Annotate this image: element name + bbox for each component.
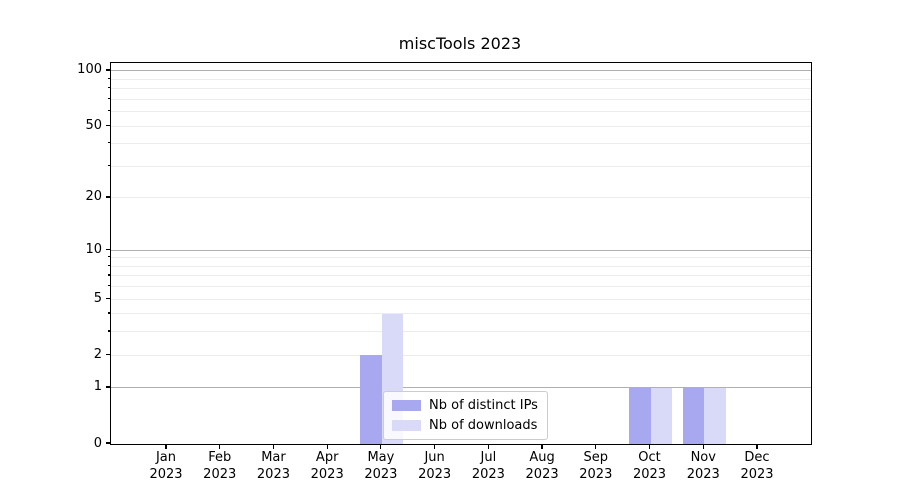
minor-gridline bbox=[111, 331, 811, 333]
y-tick-mark bbox=[105, 442, 110, 444]
minor-gridline bbox=[111, 354, 811, 356]
legend-swatch-downloads-icon bbox=[392, 420, 421, 431]
x-tick-label: Dec 2023 bbox=[740, 450, 774, 482]
x-tick-mark bbox=[165, 444, 167, 449]
x-tick-label: Aug 2023 bbox=[525, 450, 559, 482]
bar-distinct-ips bbox=[682, 387, 705, 444]
major-gridline bbox=[111, 387, 811, 389]
x-tick-mark bbox=[219, 444, 221, 449]
minor-gridline bbox=[111, 165, 811, 167]
y-minor-tick-mark bbox=[107, 110, 110, 112]
major-gridline bbox=[111, 70, 811, 72]
y-tick-label: 0 bbox=[93, 435, 102, 451]
x-tick-mark bbox=[380, 444, 382, 449]
y-minor-tick-mark bbox=[107, 274, 110, 276]
minor-gridline bbox=[111, 78, 811, 80]
legend-label-distinct-ips: Nb of distinct IPs bbox=[429, 398, 538, 413]
y-tick-mark bbox=[105, 69, 110, 71]
x-tick-mark bbox=[648, 444, 651, 449]
x-tick-label: Oct 2023 bbox=[632, 450, 667, 482]
bar-downloads bbox=[704, 387, 726, 444]
y-tick-label: 20 bbox=[85, 189, 102, 205]
legend: Nb of distinct IPs Nb of downloads bbox=[383, 391, 548, 440]
y-tick-label: 100 bbox=[77, 62, 102, 78]
legend-swatch-distinct-ips-icon bbox=[392, 400, 421, 411]
y-tick-mark bbox=[105, 386, 110, 388]
y-minor-tick-mark bbox=[107, 256, 110, 258]
x-tick-label: Jul 2023 bbox=[471, 450, 505, 482]
y-minor-tick-mark bbox=[107, 285, 110, 287]
y-minor-tick-mark bbox=[107, 142, 110, 144]
bar-downloads bbox=[650, 387, 673, 444]
y-minor-tick-mark bbox=[107, 97, 110, 100]
y-minor-tick-mark bbox=[107, 264, 110, 266]
major-gridline bbox=[111, 249, 811, 251]
y-tick-mark bbox=[105, 353, 110, 355]
x-tick-mark bbox=[595, 444, 597, 449]
chart-title: miscTools 2023 bbox=[398, 34, 522, 53]
bar-distinct-ips bbox=[360, 355, 382, 444]
minor-gridline bbox=[111, 98, 811, 100]
x-tick-mark bbox=[541, 444, 543, 449]
y-tick-label: 50 bbox=[85, 117, 102, 133]
x-tick-mark bbox=[756, 444, 758, 449]
x-tick-mark bbox=[487, 444, 489, 449]
x-tick-label: May 2023 bbox=[364, 450, 398, 482]
bar-distinct-ips bbox=[629, 387, 651, 444]
minor-gridline bbox=[111, 111, 811, 113]
y-minor-tick-mark bbox=[107, 330, 110, 332]
minor-gridline bbox=[111, 313, 811, 315]
y-minor-tick-mark bbox=[107, 164, 110, 167]
minor-gridline bbox=[111, 125, 811, 127]
y-minor-tick-mark bbox=[107, 77, 110, 79]
x-tick-mark bbox=[434, 444, 436, 449]
plot-area: Nb of distinct IPs Nb of downloads bbox=[110, 62, 812, 445]
legend-item-distinct-ips: Nb of distinct IPs bbox=[392, 398, 538, 413]
y-tick-mark bbox=[105, 297, 110, 299]
y-tick-label: 2 bbox=[93, 346, 102, 362]
x-tick-label: Nov 2023 bbox=[686, 450, 720, 482]
minor-gridline bbox=[111, 286, 811, 288]
minor-gridline bbox=[111, 257, 811, 259]
x-tick-mark bbox=[272, 444, 275, 449]
y-minor-tick-mark bbox=[107, 87, 110, 89]
y-tick-label: 10 bbox=[85, 241, 102, 257]
y-minor-tick-mark bbox=[107, 312, 110, 314]
x-tick-label: Sep 2023 bbox=[579, 450, 613, 482]
x-tick-label: Feb 2023 bbox=[203, 450, 237, 482]
y-tick-mark bbox=[105, 124, 110, 126]
legend-item-downloads: Nb of downloads bbox=[392, 418, 538, 433]
y-tick-mark bbox=[105, 196, 110, 198]
minor-gridline bbox=[111, 275, 811, 277]
x-tick-label: Jun 2023 bbox=[418, 450, 452, 482]
minor-gridline bbox=[111, 88, 811, 90]
x-tick-mark bbox=[326, 444, 328, 449]
y-tick-label: 1 bbox=[93, 379, 102, 395]
legend-label-downloads: Nb of downloads bbox=[429, 418, 538, 433]
y-tick-mark bbox=[105, 248, 110, 250]
minor-gridline bbox=[111, 265, 811, 267]
x-tick-mark bbox=[702, 444, 704, 449]
x-tick-label: Mar 2023 bbox=[256, 450, 290, 482]
x-tick-label: Apr 2023 bbox=[310, 450, 344, 482]
minor-gridline bbox=[111, 298, 811, 300]
minor-gridline bbox=[111, 197, 811, 199]
minor-gridline bbox=[111, 143, 811, 145]
x-tick-label: Jan 2023 bbox=[149, 450, 183, 482]
y-tick-label: 5 bbox=[93, 290, 102, 306]
